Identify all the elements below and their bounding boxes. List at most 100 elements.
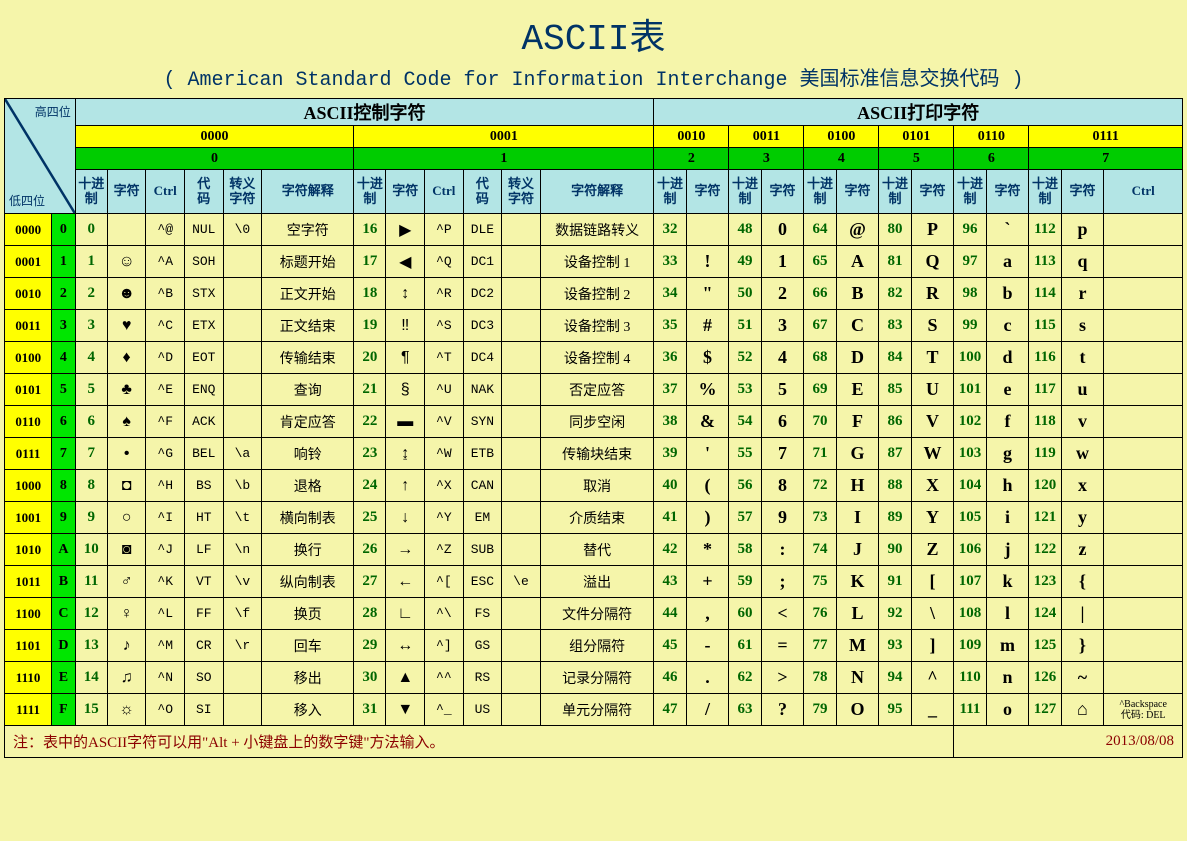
ctrl-cell: ^M <box>146 630 185 662</box>
code-cell: ESC <box>463 566 502 598</box>
dec-cell: 75 <box>804 566 836 598</box>
dec-cell: 126 <box>1029 662 1061 694</box>
lbl-char-0: 字符 <box>107 170 146 214</box>
dec-cell: 49 <box>729 246 761 278</box>
high-bin-2: 0010 <box>654 126 729 148</box>
ctrl-cell: ^A <box>146 246 185 278</box>
dec-cell: 85 <box>879 374 911 406</box>
ctrl-cell: ^U <box>425 374 464 406</box>
lbl-code-1: 代码 <box>463 170 502 214</box>
high-bin-0: 0000 <box>75 126 354 148</box>
char-cell: 9 <box>761 502 804 534</box>
esc-cell <box>502 374 541 406</box>
footer-date: 2013/08/08 <box>954 726 1183 758</box>
row-bin: 0100 <box>5 342 52 374</box>
dec-cell: 12 <box>75 598 107 630</box>
row-bin: 0001 <box>5 246 52 278</box>
dec-cell: 68 <box>804 342 836 374</box>
char-cell: ☺ <box>107 246 146 278</box>
esc-cell <box>223 278 262 310</box>
dec-cell: 115 <box>1029 310 1061 342</box>
ascii-table: 高四位低四位ASCII控制字符ASCII打印字符0000000100100011… <box>4 98 1183 758</box>
char-cell: ♂ <box>107 566 146 598</box>
lbl-esc-0: 转义字符 <box>223 170 262 214</box>
lbl-dec-7: 十进制 <box>1029 170 1061 214</box>
dec-cell: 87 <box>879 438 911 470</box>
char-cell: J <box>836 534 879 566</box>
dec-cell: 93 <box>879 630 911 662</box>
char-cell: ] <box>911 630 954 662</box>
esc-cell <box>223 246 262 278</box>
dec-cell: 17 <box>354 246 386 278</box>
dec-cell: 79 <box>804 694 836 726</box>
char-cell: ○ <box>107 502 146 534</box>
char-cell: ▬ <box>386 406 425 438</box>
row-bin: 1010 <box>5 534 52 566</box>
esc-cell: \e <box>502 566 541 598</box>
char-cell: ◙ <box>107 534 146 566</box>
dec-cell: 92 <box>879 598 911 630</box>
dec-cell: 83 <box>879 310 911 342</box>
table-row: 011177•^GBEL\a响铃23↨^WETB传输块结束39'55771G87… <box>5 438 1183 470</box>
last-ctrl-cell: ^Backspace代码: DEL <box>1104 694 1183 726</box>
code-cell: EOT <box>185 342 224 374</box>
corner-cell: 高四位低四位 <box>5 99 76 214</box>
dec-cell: 9 <box>75 502 107 534</box>
esc-cell: \r <box>223 630 262 662</box>
footer-note: 注：表中的ASCII字符可以用"Alt + 小键盘上的数字键"方法输入。 <box>5 726 954 758</box>
code-cell: BEL <box>185 438 224 470</box>
high-bin-3: 0011 <box>729 126 804 148</box>
dec-cell: 43 <box>654 566 686 598</box>
char-cell: M <box>836 630 879 662</box>
code-cell: ETB <box>463 438 502 470</box>
dec-cell: 38 <box>654 406 686 438</box>
char-cell: s <box>1061 310 1104 342</box>
row-bin: 0101 <box>5 374 52 406</box>
dec-cell: 114 <box>1029 278 1061 310</box>
desc-cell: 同步空闲 <box>540 406 654 438</box>
dec-cell: 88 <box>879 470 911 502</box>
char-cell: - <box>686 630 729 662</box>
char-cell: l <box>986 598 1029 630</box>
dec-cell: 108 <box>954 598 986 630</box>
char-cell: [ <box>911 566 954 598</box>
char-cell: @ <box>836 214 879 246</box>
row-hex: 5 <box>52 374 76 406</box>
char-cell: ? <box>761 694 804 726</box>
char-cell: Q <box>911 246 954 278</box>
high-bin-4: 0100 <box>804 126 879 148</box>
row-hex: 3 <box>52 310 76 342</box>
esc-cell <box>502 278 541 310</box>
dec-cell: 34 <box>654 278 686 310</box>
dec-cell: 72 <box>804 470 836 502</box>
dec-cell: 20 <box>354 342 386 374</box>
dec-cell: 109 <box>954 630 986 662</box>
dec-cell: 127 <box>1029 694 1061 726</box>
dec-cell: 8 <box>75 470 107 502</box>
dec-cell: 45 <box>654 630 686 662</box>
char-cell: ← <box>386 566 425 598</box>
last-ctrl-cell <box>1104 342 1183 374</box>
esc-cell: \f <box>223 598 262 630</box>
dec-cell: 104 <box>954 470 986 502</box>
char-cell: d <box>986 342 1029 374</box>
char-cell: 0 <box>761 214 804 246</box>
char-cell: i <box>986 502 1029 534</box>
code-cell: CAN <box>463 470 502 502</box>
char-cell: ↑ <box>386 470 425 502</box>
row-hex: 2 <box>52 278 76 310</box>
char-cell: w <box>1061 438 1104 470</box>
dec-cell: 76 <box>804 598 836 630</box>
char-cell: 8 <box>761 470 804 502</box>
char-cell: L <box>836 598 879 630</box>
lbl-char-3: 字符 <box>761 170 804 214</box>
ctrl-cell: ^R <box>425 278 464 310</box>
row-bin: 1001 <box>5 502 52 534</box>
desc-cell: 回车 <box>262 630 354 662</box>
table-row: 000111☺^ASOH标题开始17◀^QDC1设备控制 133!49165A8… <box>5 246 1183 278</box>
corner-lower: 低四位 <box>9 192 45 209</box>
esc-cell <box>502 438 541 470</box>
char-cell: y <box>1061 502 1104 534</box>
char-cell <box>686 214 729 246</box>
dec-cell: 124 <box>1029 598 1061 630</box>
